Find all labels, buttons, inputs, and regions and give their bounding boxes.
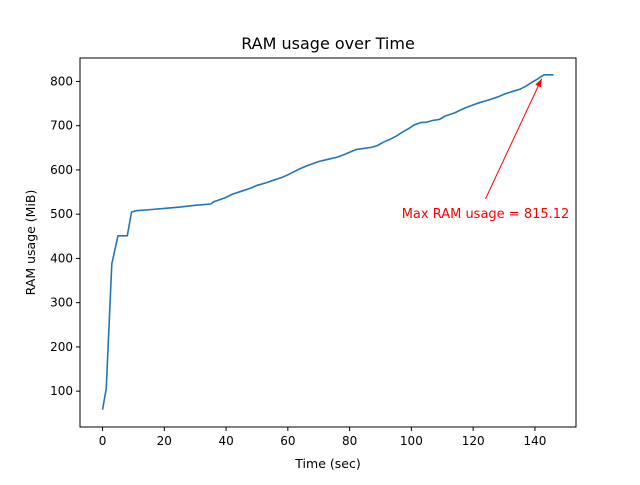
y-tick-label: 300 (50, 296, 73, 310)
x-tick-label: 60 (280, 434, 295, 448)
y-tick-label: 700 (50, 119, 73, 133)
x-tick-label: 0 (99, 434, 107, 448)
y-tick-label: 600 (50, 163, 73, 177)
axes-frame (79, 57, 577, 428)
x-tick-label: 140 (523, 434, 546, 448)
x-tick-label: 20 (157, 434, 172, 448)
x-tick-label: 40 (218, 434, 233, 448)
annotation-arrowhead (535, 78, 542, 88)
y-tick-label: 400 (50, 251, 73, 265)
y-tick-label: 500 (50, 207, 73, 221)
x-tick-label: 80 (342, 434, 357, 448)
y-tick-label: 800 (50, 74, 73, 88)
max-annotation: Max RAM usage = 815.12 (402, 78, 570, 222)
x-tick-label: 120 (462, 434, 485, 448)
plot-content (101, 74, 554, 410)
ram-usage-line (101, 74, 554, 410)
y-axis-label: RAM usage (MiB) (23, 190, 38, 296)
axis-ticks: 0 20 40 60 80 100 120 140 100 200 300 400 500 600 700 8… (50, 74, 546, 448)
annotation-arrow (485, 78, 543, 200)
x-axis-label: Time (sec) (294, 456, 360, 471)
x-tick-label: 100 (400, 434, 423, 448)
annotation-text: Max RAM usage = 815.12 (402, 207, 570, 222)
y-tick-label: 100 (50, 384, 73, 398)
y-tick-label: 200 (50, 340, 73, 354)
chart-title: RAM usage over Time (241, 34, 415, 53)
